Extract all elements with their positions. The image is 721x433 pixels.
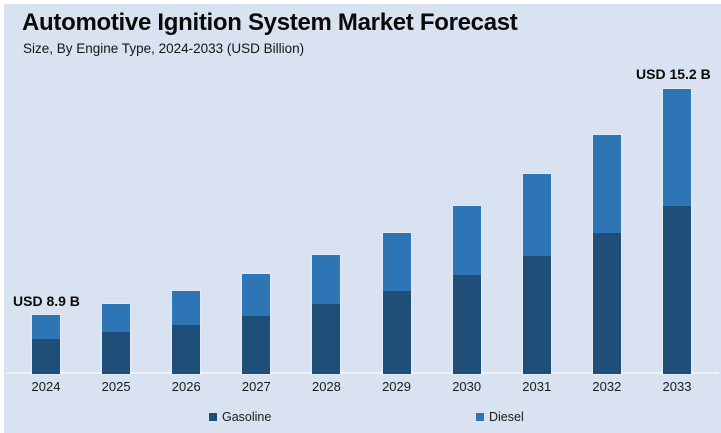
x-axis-label-2026: 2026 bbox=[171, 379, 201, 394]
bar-2031 bbox=[522, 174, 551, 374]
bar-2028 bbox=[312, 255, 341, 374]
chart-panel: Automotive Ignition System Market Foreca… bbox=[4, 4, 721, 433]
bar-segment-gasoline bbox=[592, 233, 621, 374]
bar-2024 bbox=[32, 315, 60, 374]
x-axis-label-2025: 2025 bbox=[101, 379, 131, 394]
x-axis-label-2027: 2027 bbox=[241, 379, 271, 394]
bar-segment-diesel bbox=[452, 206, 481, 275]
bar-segment-diesel bbox=[242, 274, 271, 316]
bar-2025 bbox=[102, 304, 131, 374]
legend-swatch-gasoline bbox=[209, 413, 217, 421]
bar-segment-gasoline bbox=[312, 304, 341, 374]
legend-label-gasoline: Gasoline bbox=[222, 410, 272, 424]
bar-segment-gasoline bbox=[242, 316, 271, 374]
bar-segment-gasoline bbox=[102, 332, 131, 374]
annotation-first-bar: USD 8.9 B bbox=[13, 293, 80, 309]
bar-2032 bbox=[592, 135, 621, 374]
bar-segment-gasoline bbox=[32, 339, 60, 374]
bar-segment-gasoline bbox=[452, 275, 481, 374]
legend-item-diesel: Diesel bbox=[476, 410, 524, 424]
annotation-last-bar: USD 15.2 B bbox=[636, 66, 711, 82]
x-axis-label-2029: 2029 bbox=[382, 379, 411, 394]
bar-segment-diesel bbox=[102, 304, 131, 332]
bar-segment-diesel bbox=[312, 255, 341, 304]
legend-swatch-diesel bbox=[476, 413, 484, 421]
x-axis-label-2032: 2032 bbox=[592, 379, 622, 394]
chart-title: Automotive Ignition System Market Foreca… bbox=[22, 9, 518, 36]
bar-segment-diesel bbox=[172, 291, 201, 325]
bar-2030 bbox=[452, 206, 481, 374]
bar-segment-gasoline bbox=[662, 206, 691, 374]
bar-2029 bbox=[382, 233, 411, 374]
bar-segment-gasoline bbox=[382, 291, 411, 374]
chart-subtitle: Size, By Engine Type, 2024-2033 (USD Bil… bbox=[23, 41, 305, 56]
x-axis-line bbox=[6, 372, 719, 374]
x-axis-label-2030: 2030 bbox=[452, 379, 482, 394]
x-axis-label-2028: 2028 bbox=[311, 379, 341, 394]
bar-segment-gasoline bbox=[522, 256, 551, 374]
bar-2026 bbox=[172, 291, 201, 374]
bar-2033 bbox=[662, 89, 691, 374]
x-axis-label-2024: 2024 bbox=[31, 379, 61, 394]
bar-segment-gasoline bbox=[172, 325, 201, 374]
bar-segment-diesel bbox=[522, 174, 551, 256]
bar-segment-diesel bbox=[662, 89, 691, 206]
legend-label-diesel: Diesel bbox=[489, 410, 524, 424]
bar-segment-diesel bbox=[382, 233, 411, 291]
bar-segment-diesel bbox=[592, 135, 621, 233]
plot-area: 2024 2025 2026 2027 2028 2029 2030 2031 2032 2033 bbox=[4, 4, 721, 433]
x-axis-label-2031: 2031 bbox=[522, 379, 552, 394]
bar-segment-diesel bbox=[32, 315, 60, 339]
legend-item-gasoline: Gasoline bbox=[209, 410, 271, 424]
x-axis-label-2033: 2033 bbox=[662, 379, 692, 394]
bar-2027 bbox=[242, 274, 271, 374]
